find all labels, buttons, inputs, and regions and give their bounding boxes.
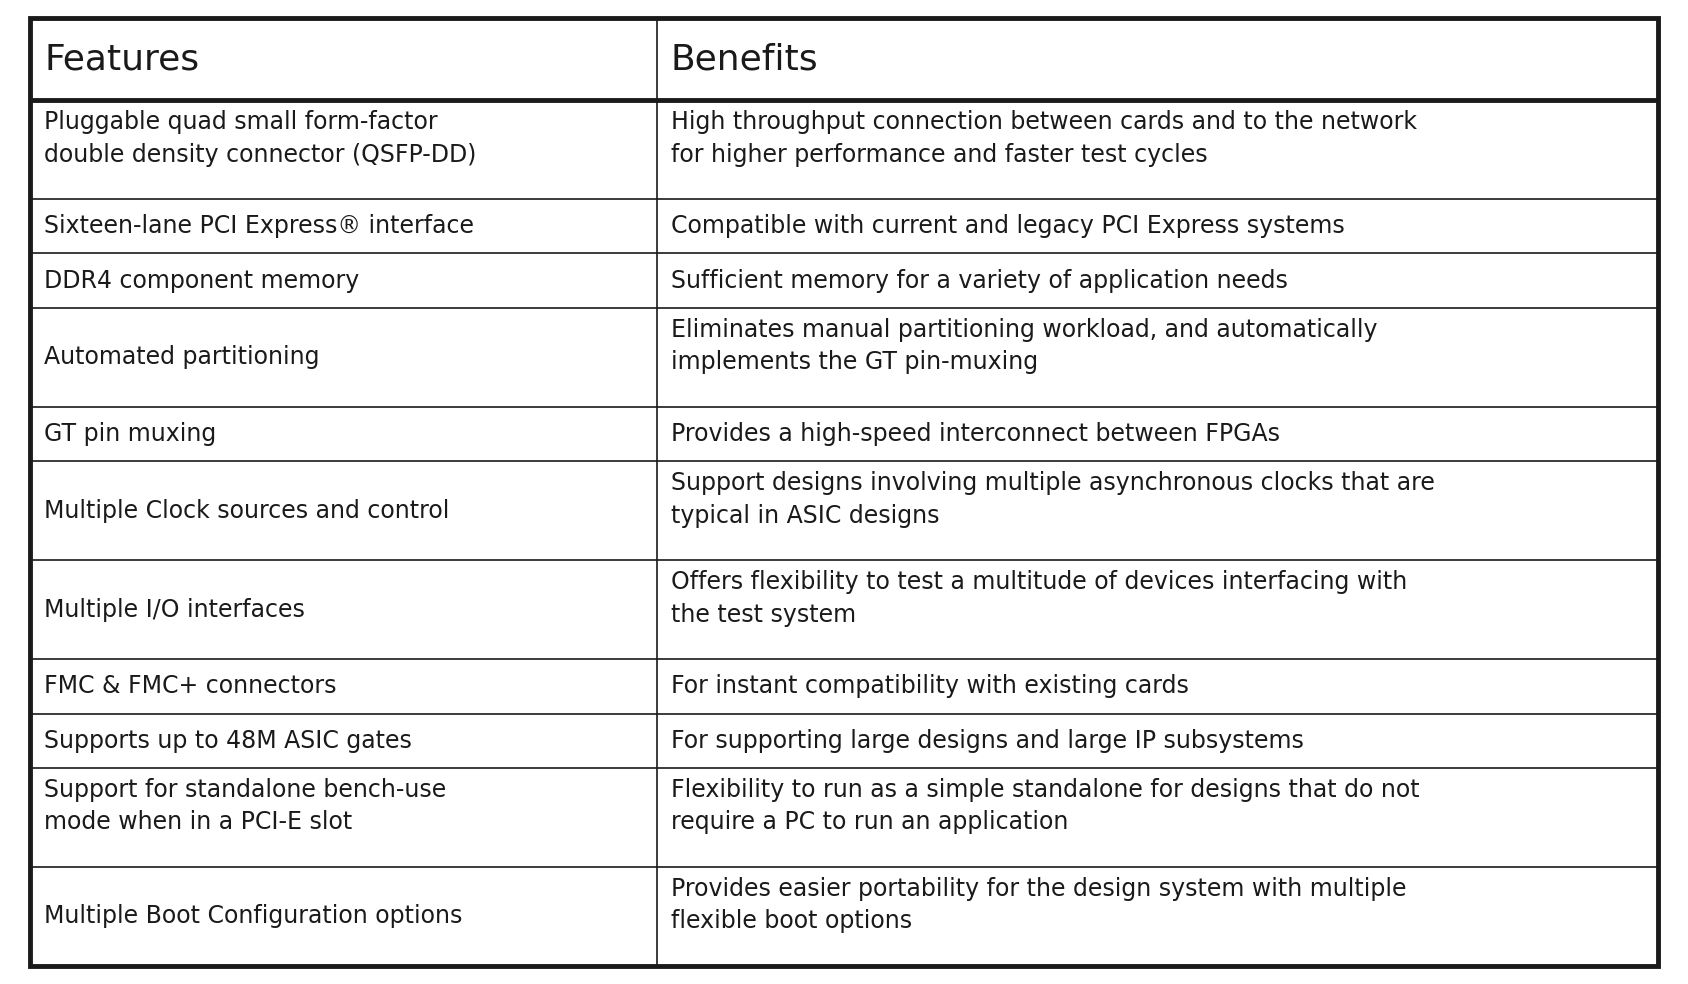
Text: Multiple Clock sources and control: Multiple Clock sources and control (44, 499, 449, 523)
Text: Multiple Boot Configuration options: Multiple Boot Configuration options (44, 904, 463, 929)
Text: Compatible with current and legacy PCI Express systems: Compatible with current and legacy PCI E… (670, 215, 1345, 238)
Text: Provides a high-speed interconnect between FPGAs: Provides a high-speed interconnect betwe… (670, 422, 1280, 446)
Text: Pluggable quad small form-factor
double density connector (QSFP-DD): Pluggable quad small form-factor double … (44, 110, 476, 166)
Text: Supports up to 48M ASIC gates: Supports up to 48M ASIC gates (44, 728, 412, 753)
Text: Sixteen-lane PCI Express® interface: Sixteen-lane PCI Express® interface (44, 215, 474, 238)
Text: Features: Features (44, 42, 199, 76)
Text: FMC & FMC+ connectors: FMC & FMC+ connectors (44, 674, 336, 699)
Text: Sufficient memory for a variety of application needs: Sufficient memory for a variety of appli… (670, 269, 1288, 292)
Text: Provides easier portability for the design system with multiple
flexible boot op: Provides easier portability for the desi… (670, 877, 1406, 934)
Text: Support for standalone bench-use
mode when in a PCI-E slot: Support for standalone bench-use mode wh… (44, 777, 446, 834)
Text: For supporting large designs and large IP subsystems: For supporting large designs and large I… (670, 728, 1303, 753)
Text: DDR4 component memory: DDR4 component memory (44, 269, 360, 292)
Text: GT pin muxing: GT pin muxing (44, 422, 216, 446)
Text: Benefits: Benefits (670, 42, 819, 76)
Text: Eliminates manual partitioning workload, and automatically
implements the GT pin: Eliminates manual partitioning workload,… (670, 318, 1377, 374)
Text: Flexibility to run as a simple standalone for designs that do not
require a PC t: Flexibility to run as a simple standalon… (670, 777, 1420, 834)
Text: Support designs involving multiple asynchronous clocks that are
typical in ASIC : Support designs involving multiple async… (670, 471, 1435, 527)
Text: Offers flexibility to test a multitude of devices interfacing with
the test syst: Offers flexibility to test a multitude o… (670, 570, 1408, 627)
Text: For instant compatibility with existing cards: For instant compatibility with existing … (670, 674, 1188, 699)
Text: Multiple I/O interfaces: Multiple I/O interfaces (44, 597, 306, 622)
Text: Automated partitioning: Automated partitioning (44, 345, 319, 369)
Text: High throughput connection between cards and to the network
for higher performan: High throughput connection between cards… (670, 110, 1416, 166)
